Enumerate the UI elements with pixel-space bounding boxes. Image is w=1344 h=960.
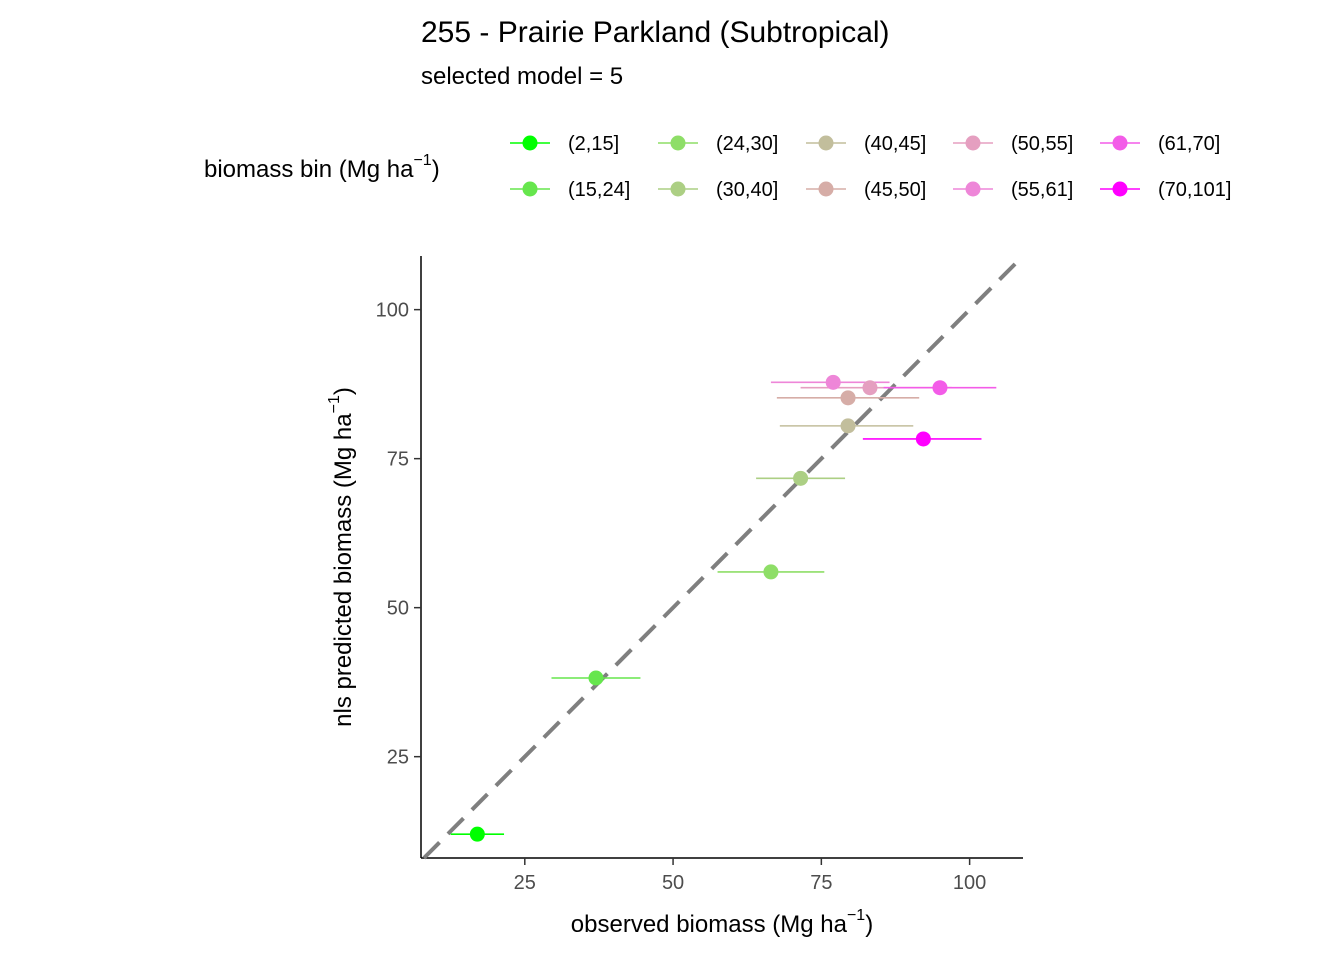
x-axis-title: observed biomass (Mg ha−1) — [571, 907, 873, 938]
reference-line-y-equals-x — [422, 254, 1025, 860]
legend-item: (30,40] — [658, 179, 778, 201]
legend-label: (15,24] — [568, 179, 630, 201]
legend-label: (55,61] — [1011, 179, 1073, 201]
x-tick-label: 25 — [514, 872, 536, 894]
legend-label: (50,55] — [1011, 133, 1073, 155]
legend-item: (2,15] — [510, 133, 619, 155]
legend-title-end: ) — [432, 156, 440, 183]
data-point — [840, 390, 856, 406]
y-tick-label: 50 — [387, 598, 409, 620]
data-point — [932, 380, 948, 396]
data-point — [763, 564, 779, 580]
legend-key-point — [522, 181, 538, 197]
legend-label: (45,50] — [864, 179, 926, 201]
legend-item: (45,50] — [806, 179, 926, 201]
legend-label: (61,70] — [1158, 133, 1220, 155]
chart-title: 255 - Prairie Parkland (Subtropical) — [421, 16, 890, 49]
data-point — [469, 826, 485, 842]
legend-label: (24,30] — [716, 133, 778, 155]
data-point — [825, 374, 841, 390]
legend-title: biomass bin (Mg ha−1) — [204, 152, 440, 183]
y-tick-label: 100 — [376, 300, 409, 322]
ticks: 25 50 75 100 25 50 75 100 — [376, 300, 987, 894]
legend-item: (50,55] — [953, 133, 1073, 155]
chart-subtitle: selected model = 5 — [421, 63, 623, 90]
data-point — [915, 431, 931, 447]
x-tick-label: 50 — [662, 872, 684, 894]
legend-key-point — [670, 135, 686, 151]
legend-title-main: biomass bin (Mg ha — [204, 156, 414, 183]
axes — [420, 256, 1023, 859]
legend-item: (40,45] — [806, 133, 926, 155]
x-tick-label: 100 — [953, 872, 986, 894]
legend-label: (2,15] — [568, 133, 619, 155]
legend-item: (61,70] — [1100, 133, 1220, 155]
legend: (2,15] (15,24] (24,30] (30,40] (40,45] (45,50… — [510, 133, 1231, 201]
error-bars — [450, 381, 997, 835]
legend-key-point — [818, 181, 834, 197]
legend-title-sup: −1 — [413, 152, 431, 169]
data-point — [862, 380, 878, 396]
y-axis-title: nls predicted biomass (Mg ha−1) — [326, 387, 357, 727]
data-point — [840, 418, 856, 434]
legend-item: (24,30] — [658, 133, 778, 155]
legend-label: (30,40] — [716, 179, 778, 201]
legend-key-point — [522, 135, 538, 151]
data-point — [793, 470, 809, 486]
legend-item: (15,24] — [510, 179, 630, 201]
data-point — [588, 670, 604, 686]
legend-key-point — [670, 181, 686, 197]
legend-key-point — [965, 135, 981, 151]
legend-item: (55,61] — [953, 179, 1073, 201]
legend-key-point — [1112, 135, 1128, 151]
legend-label: (40,45] — [864, 133, 926, 155]
legend-label: (70,101] — [1158, 179, 1231, 201]
x-tick-label: 75 — [810, 872, 832, 894]
y-tick-label: 75 — [387, 449, 409, 471]
legend-item: (70,101] — [1100, 179, 1231, 201]
data-points — [469, 374, 948, 842]
legend-key-point — [818, 135, 834, 151]
y-tick-label: 25 — [387, 747, 409, 769]
legend-key-point — [965, 181, 981, 197]
legend-key-point — [1112, 181, 1128, 197]
